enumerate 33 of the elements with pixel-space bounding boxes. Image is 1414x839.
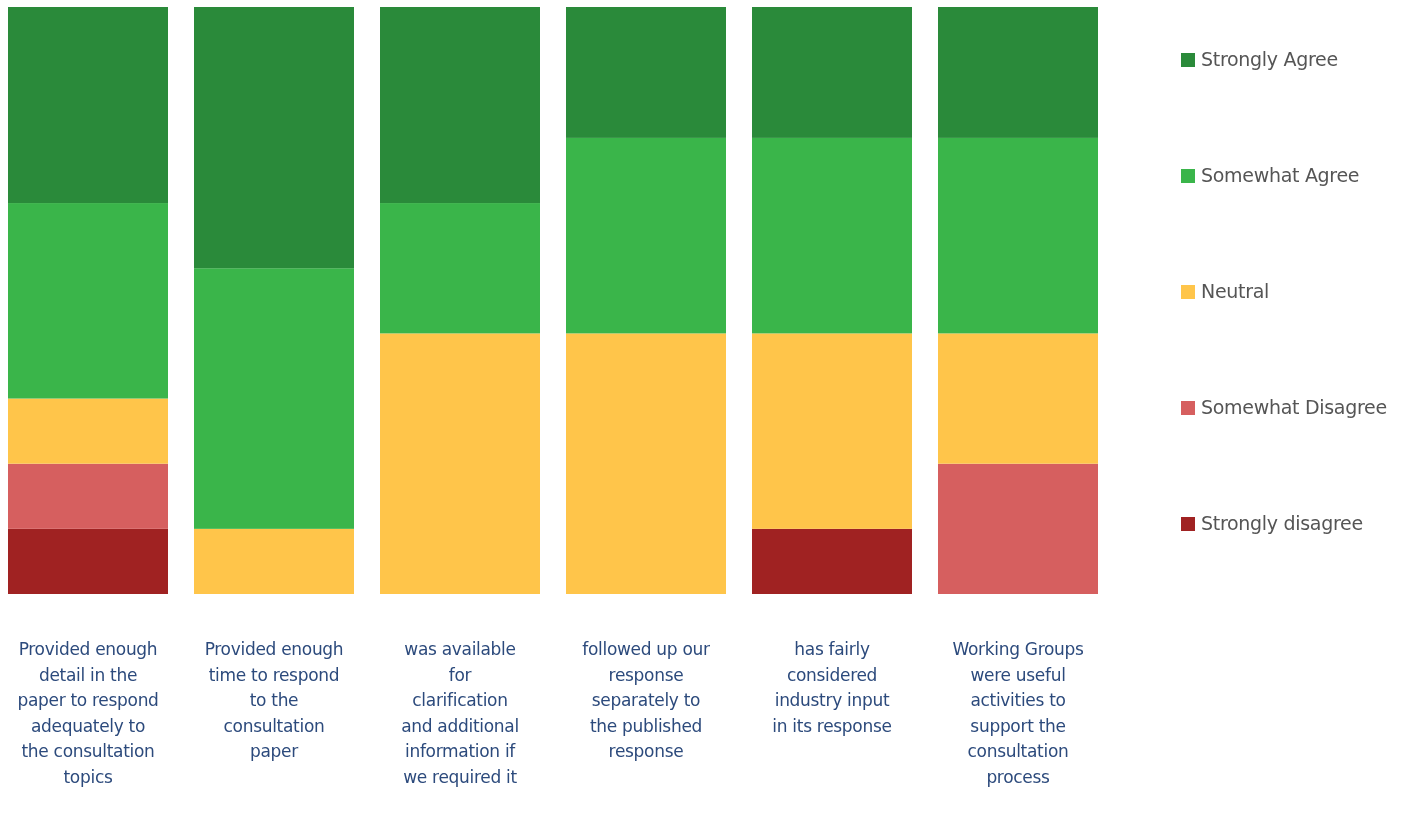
bar [938, 7, 1098, 138]
bar [752, 7, 912, 138]
bar [194, 7, 354, 269]
x-tick-label: Working Groups were useful activities to support the consultation process [952, 639, 1085, 787]
bar [566, 7, 726, 138]
x-tick-label: Provided enough time to respond to the consultation paper [204, 639, 344, 762]
bar [938, 463, 1098, 594]
legend-label: Strongly disagree [1201, 512, 1363, 534]
bar [8, 203, 168, 399]
bar [8, 398, 168, 464]
bar [566, 137, 726, 334]
bar [194, 268, 354, 529]
bar [938, 137, 1098, 334]
x-tick-label: was available for clarification and additional information if we required it [401, 639, 519, 787]
bar [752, 333, 912, 529]
legend-label: Neutral [1201, 280, 1270, 302]
legend-label: Somewhat Agree [1201, 164, 1360, 186]
bar [8, 528, 168, 594]
bar [752, 528, 912, 594]
x-tick-label: Provided enough detail in the paper to respond adequately to the consultation topics [17, 639, 159, 787]
x-tick-label: has fairly considered industry input in its response [772, 639, 892, 736]
bar [194, 528, 354, 594]
bar [380, 203, 540, 334]
legend-label: Somewhat Disagree [1201, 396, 1387, 418]
bar [8, 463, 168, 529]
bar [380, 333, 540, 594]
bar [938, 333, 1098, 464]
bar [8, 7, 168, 204]
legend-label: Strongly Agree [1201, 48, 1338, 70]
bar [752, 137, 912, 334]
bar [566, 333, 726, 594]
bar [380, 7, 540, 204]
x-tick-label: followed up our response separately to the published response [582, 639, 711, 762]
